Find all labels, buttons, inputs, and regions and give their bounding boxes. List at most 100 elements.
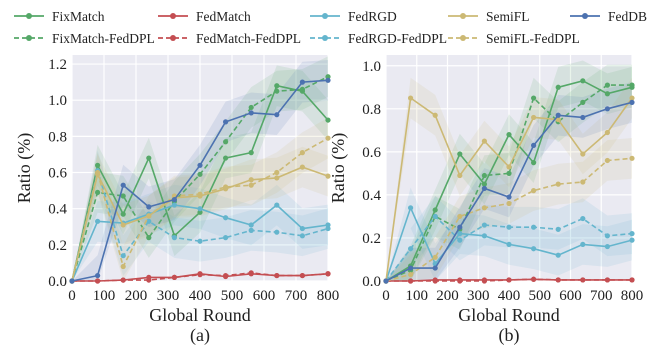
data-point-fixmatch [457, 151, 463, 157]
x-tick-label: 500 [221, 288, 244, 304]
data-point-fixmatch-feddpl [580, 99, 586, 105]
data-point-semifl [325, 173, 331, 179]
x-tick-label: 600 [559, 288, 582, 304]
data-point-fedmatch-feddpl [531, 276, 537, 282]
x-tick-label: 500 [529, 288, 552, 304]
y-tick-label: 0.8 [48, 129, 67, 145]
data-point-fedrgd-feddpl [223, 235, 229, 241]
legend-marker [26, 35, 32, 41]
data-point-fedrgd-feddpl [146, 218, 152, 224]
data-point-feddb [325, 77, 331, 83]
y-tick-label: 0.4 [48, 202, 67, 218]
data-point-fixmatch [325, 117, 331, 123]
data-point-fedrgd-feddpl [604, 233, 611, 239]
y-tick-label: 0.2 [362, 231, 381, 247]
data-point-feddb [481, 185, 487, 192]
x-tick-label: 400 [189, 288, 212, 304]
data-point-fixmatch-feddpl [325, 74, 331, 80]
y-tick-label: 0.0 [362, 274, 381, 290]
data-point-fedmatch-feddpl [95, 278, 101, 284]
legend-marker [26, 13, 32, 19]
legend-item-fedrgd-feddpl: FedRGD-FedDPL [310, 31, 447, 46]
data-point-fedmatch-feddpl [223, 272, 229, 279]
data-point-fedrgd [555, 252, 561, 258]
data-point-semifl [531, 114, 537, 121]
confidence-band-fedrgd-feddpl [386, 196, 632, 281]
data-point-fedrgd-feddpl [325, 225, 331, 232]
data-point-fedrgd-feddpl [274, 229, 280, 235]
data-point-fixmatch [248, 150, 254, 156]
data-point-feddb [432, 265, 438, 271]
x-tick-label: 300 [467, 288, 490, 304]
data-point-fedrgd-feddpl [555, 226, 561, 232]
data-point-feddb [555, 112, 561, 118]
x-tick-label: 300 [157, 288, 180, 304]
legend-label: FedMatch [196, 9, 251, 24]
data-point-semifl-feddpl [604, 157, 611, 164]
x-axis-label: Global Round [149, 305, 251, 325]
data-point-fixmatch [481, 181, 487, 187]
x-tick-label: 0 [68, 288, 76, 304]
data-point-feddb [580, 114, 586, 121]
y-axis-label: Ratio (%) [328, 133, 349, 203]
legend-marker [582, 13, 588, 19]
data-point-fedmatch-feddpl [432, 278, 438, 284]
legend-item-semifl-feddpl: SemiFL-FedDPL [448, 31, 580, 46]
x-axis-label: Global Round [458, 305, 560, 325]
data-point-fixmatch [555, 84, 561, 90]
data-point-fedrgd [171, 202, 177, 208]
legend-item-semifl: SemiFL [448, 9, 530, 24]
x-tick-label: 200 [125, 288, 148, 304]
data-point-feddb [274, 112, 280, 118]
data-point-fedrgd-feddpl [457, 237, 463, 243]
data-point-semifl-feddpl [457, 213, 463, 220]
y-tick-label: 0.6 [48, 166, 67, 182]
data-point-fedrgd-feddpl [629, 231, 635, 237]
data-point-fixmatch [95, 162, 101, 168]
y-tick-label: 1.0 [48, 93, 67, 109]
data-point-fixmatch-feddpl [629, 82, 635, 88]
data-point-fixmatch-feddpl [248, 104, 254, 111]
legend-label: FedRGD-FedDPL [348, 31, 447, 46]
data-point-fedrgd [481, 233, 487, 239]
data-point-fedrgd-feddpl [299, 233, 305, 239]
data-point-fedrgd [531, 246, 537, 252]
data-point-fedrgd-feddpl [248, 227, 254, 233]
data-point-fedrgd [408, 205, 414, 211]
chart-panel-b: 0.0 0.2 0.4 0.6 0.8 1.0 0 100 200 300 400 500 600 700… [328, 55, 643, 346]
data-point-semifl [555, 116, 561, 123]
data-point-fedmatch-feddpl [248, 270, 254, 276]
legend-label: SemiFL-FedDPL [486, 31, 580, 46]
data-point-fedmatch-feddpl [171, 274, 177, 280]
confidence-band-feddb [386, 82, 632, 281]
data-point-fixmatch [580, 78, 586, 84]
data-point-fedmatch-feddpl [506, 277, 512, 283]
data-point-fixmatch [604, 91, 611, 97]
data-point-semifl-feddpl [299, 150, 305, 156]
confidence-band-semifl-feddpl [72, 117, 328, 281]
panel-label: (b) [499, 325, 520, 346]
legend-item-fedmatch-feddpl: FedMatch-FedDPL [158, 31, 301, 46]
confidence-band-fedrgd [72, 184, 328, 281]
data-point-semifl-feddpl [197, 191, 203, 197]
x-tick-label: 700 [285, 288, 308, 304]
data-point-fixmatch [197, 209, 203, 215]
data-point-fedrgd [506, 241, 512, 248]
data-point-feddb [531, 142, 537, 148]
series-line-fedrgd-feddpl [71, 167, 329, 282]
legend-item-feddb: FedDB [570, 9, 647, 24]
data-point-semifl-feddpl [248, 182, 254, 188]
data-point-fedmatch-feddpl [146, 277, 152, 283]
data-point-fixmatch-feddpl [299, 86, 305, 92]
confidence-band-fedrgd [386, 187, 632, 281]
data-point-semifl-feddpl [223, 184, 229, 190]
data-point-semifl-feddpl [531, 188, 537, 194]
series-line-fixmatch-feddpl [385, 84, 632, 282]
data-point-semifl-feddpl [629, 155, 635, 161]
data-point-fedmatch-feddpl [197, 272, 203, 278]
x-tick-label: 800 [621, 288, 644, 304]
legend-item-fedrgd: FedRGD [310, 9, 397, 24]
data-point-fixmatch-feddpl [146, 235, 152, 241]
data-point-fedrgd [457, 231, 463, 237]
